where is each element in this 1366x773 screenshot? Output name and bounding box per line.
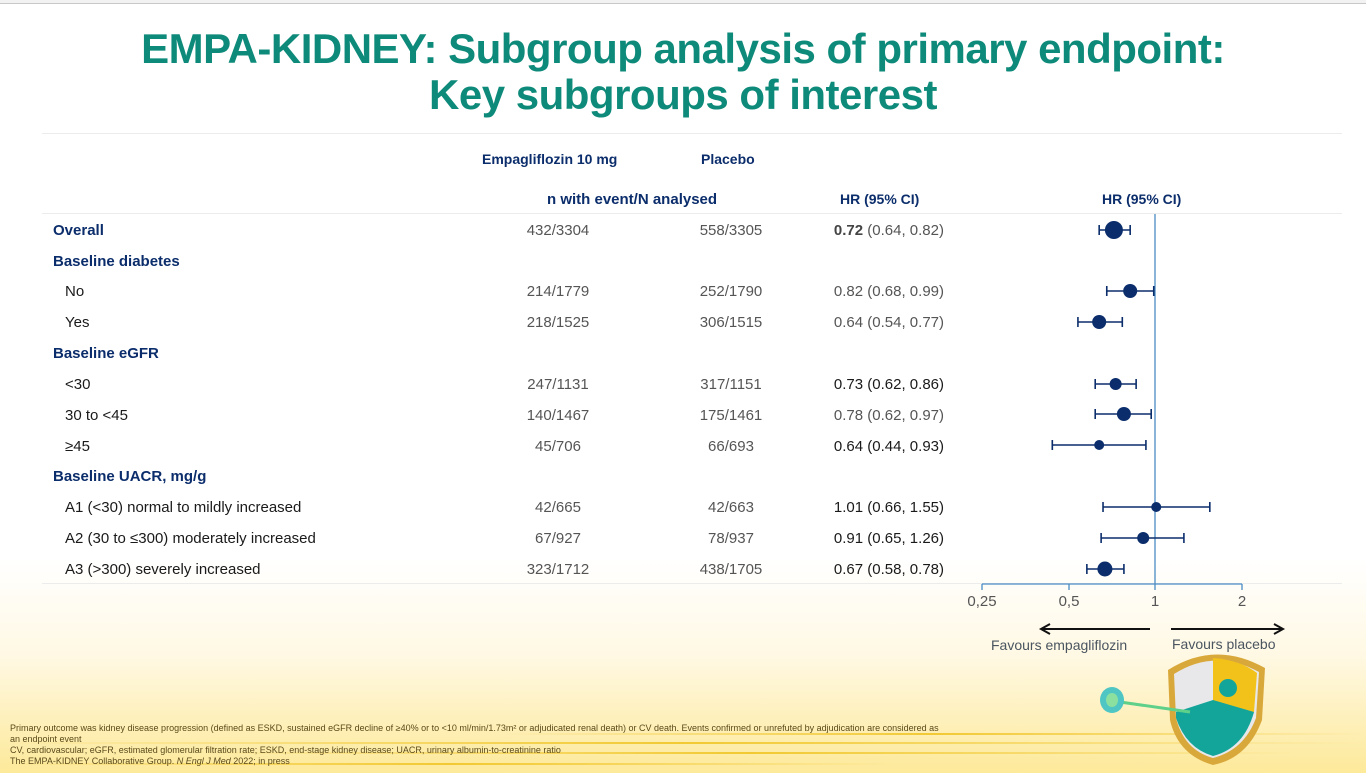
row-label: A2 (30 to ≤300) moderately increased — [65, 530, 316, 547]
empa-events: 432/3304 — [526, 222, 590, 239]
background-decoration — [0, 560, 1366, 773]
header-hr-plot: HR (95% CI) — [1102, 191, 1182, 207]
forest-marker — [1086, 561, 1125, 577]
placebo-events: 66/693 — [708, 438, 754, 455]
title-line-1: EMPA-KIDNEY: Subgroup analysis of primar… — [141, 25, 1225, 72]
header-empagliflozin: Empagliflozin 10 mg — [482, 151, 618, 167]
empa-events: 218/1525 — [526, 314, 590, 331]
footnote-abbreviations: CV, cardiovascular; eGFR, estimated glom… — [10, 745, 561, 755]
x-tick-label: 0,25 — [967, 593, 997, 610]
hr-text: 0.91 (0.65, 1.26) — [833, 530, 944, 547]
title-line-2: Key subgroups of interest — [429, 71, 937, 118]
header-n-events: n with event/N analysed — [547, 191, 718, 208]
empa-events: 67/927 — [535, 530, 581, 547]
favours-placebo-label: Favours placebo — [1172, 636, 1276, 652]
top-border — [0, 0, 1366, 4]
divider — [42, 213, 1342, 214]
placebo-events: 558/3305 — [699, 222, 763, 239]
empa-events: 323/1712 — [526, 561, 590, 578]
row-label: A1 (<30) normal to mildly increased — [65, 499, 302, 516]
group-label-uacr: Baseline UACR, mg/g — [53, 468, 207, 485]
hr-text: 0.78 (0.62, 0.97) — [833, 407, 944, 424]
placebo-events: 78/937 — [708, 530, 754, 547]
favours-empagliflozin-label: Favours empagliflozin — [991, 637, 1128, 653]
decor-streak — [0, 763, 900, 765]
group-label-egfr: Baseline eGFR — [53, 345, 159, 362]
empa-events: 42/665 — [535, 499, 581, 516]
placebo-events: 252/1790 — [699, 283, 763, 300]
hr-overall: 0.72 (0.64, 0.82) — [794, 222, 944, 239]
forest-marker — [1098, 221, 1131, 239]
hr-text: 1.01 (0.66, 1.55) — [833, 499, 944, 516]
shield-logo-icon — [1168, 654, 1265, 765]
hr-text: 0.64 (0.44, 0.93) — [833, 438, 944, 455]
kidney-key-icon — [1100, 687, 1191, 714]
row-label-overall: Overall — [53, 222, 104, 239]
slide-title: EMPA-KIDNEY: Subgroup analysis of primar… — [0, 26, 1366, 118]
placebo-events: 175/1461 — [699, 407, 763, 424]
row-label: 30 to <45 — [65, 407, 128, 424]
divider — [42, 133, 1342, 134]
placebo-events: 42/663 — [708, 499, 754, 516]
placebo-events: 306/1515 — [699, 314, 763, 331]
forest-marker — [1094, 407, 1152, 421]
hr-text: 0.82 (0.68, 0.99) — [833, 283, 944, 300]
x-tick-label: 2 — [1237, 593, 1247, 610]
divider — [42, 583, 1342, 584]
forest-marker — [1100, 532, 1185, 544]
decor-streak — [0, 742, 1366, 744]
decor-streak — [200, 752, 1300, 754]
forest-marker — [1102, 502, 1211, 512]
placebo-events: 317/1151 — [700, 376, 762, 393]
hr-text: 0.67 (0.58, 0.78) — [833, 561, 944, 578]
row-label: No — [65, 283, 85, 300]
footnote-primary-outcome: Primary outcome was kidney disease progr… — [10, 723, 939, 733]
reference-journal: N Engl J Med — [176, 756, 231, 766]
hr-text: 0.64 (0.54, 0.77) — [833, 314, 944, 331]
empa-events: 247/1131 — [527, 376, 589, 393]
group-label-diabetes: Baseline diabetes — [53, 253, 180, 270]
reference-authors: The EMPA-KIDNEY Collaborative Group. — [10, 756, 177, 766]
footnote-primary-outcome-cont: an endpoint event — [10, 734, 82, 744]
x-tick-label: 0,5 — [1058, 593, 1080, 610]
forest-marker — [1105, 284, 1155, 298]
header-placebo: Placebo — [701, 151, 755, 167]
x-tick-label: 1 — [1150, 593, 1160, 610]
reference-year: 2022; in press — [230, 756, 290, 766]
empa-events: 45/706 — [535, 438, 581, 455]
hr-text: 0.73 (0.62, 0.86) — [833, 376, 944, 393]
hr-overall-value: 0.72 — [833, 222, 864, 239]
row-label: A3 (>300) severely increased — [65, 561, 261, 578]
footnote-reference: The EMPA-KIDNEY Collaborative Group. N E… — [10, 756, 290, 767]
row-label: ≥45 — [65, 438, 90, 455]
row-label: <30 — [65, 376, 91, 393]
forest-marker — [1051, 440, 1147, 450]
forest-marker — [1077, 315, 1124, 329]
hr-overall-ci: (0.64, 0.82) — [863, 222, 944, 239]
header-hr-ci: HR (95% CI) — [840, 191, 920, 207]
empa-events: 140/1467 — [526, 407, 590, 424]
decor-streak — [500, 733, 1366, 735]
row-label: Yes — [65, 314, 90, 331]
empa-events: 214/1779 — [526, 283, 590, 300]
forest-marker — [1094, 378, 1137, 390]
placebo-events: 438/1705 — [699, 561, 763, 578]
